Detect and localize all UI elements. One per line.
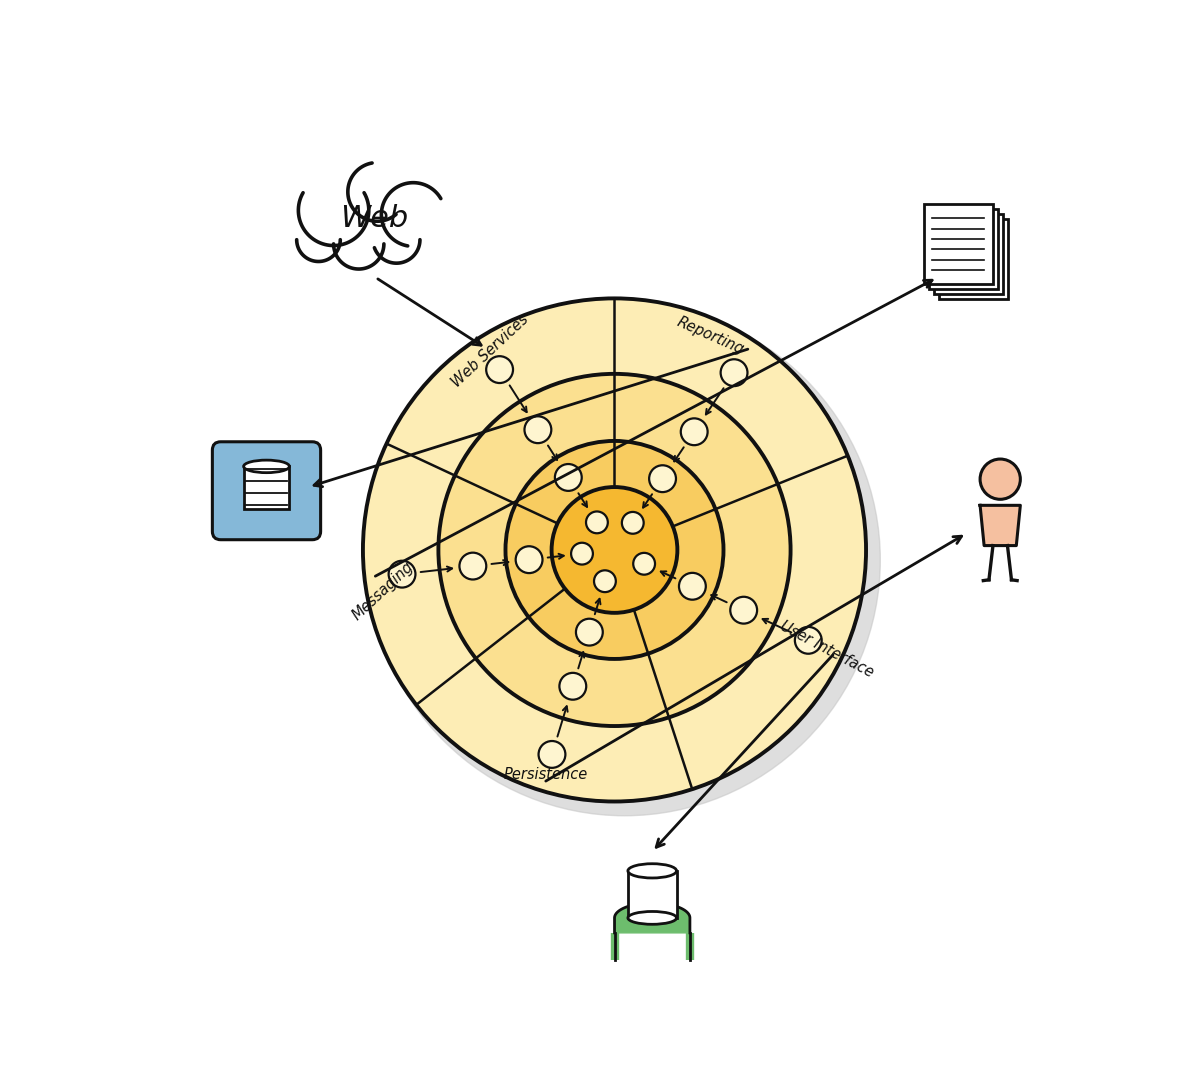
Circle shape [730, 597, 757, 624]
Circle shape [369, 304, 880, 816]
Circle shape [681, 418, 707, 445]
Circle shape [622, 512, 644, 534]
Circle shape [299, 175, 369, 245]
Ellipse shape [243, 461, 289, 473]
Circle shape [980, 460, 1020, 499]
Text: Messaging: Messaging [350, 559, 417, 623]
Circle shape [373, 217, 420, 264]
Circle shape [459, 552, 487, 579]
Ellipse shape [628, 911, 676, 925]
Bar [929, 209, 998, 289]
Circle shape [516, 547, 542, 573]
Circle shape [552, 487, 677, 613]
Circle shape [388, 561, 415, 588]
Circle shape [649, 465, 676, 492]
Circle shape [363, 298, 866, 802]
Bar [934, 215, 1002, 294]
Circle shape [439, 374, 790, 726]
Bar [628, 871, 676, 918]
Bar [243, 466, 289, 510]
Circle shape [333, 185, 409, 260]
Text: Persistence: Persistence [504, 767, 588, 782]
Circle shape [506, 441, 723, 659]
Ellipse shape [628, 864, 676, 878]
Text: Web Services: Web Services [448, 311, 531, 390]
FancyBboxPatch shape [212, 442, 320, 540]
Circle shape [586, 512, 608, 534]
Circle shape [795, 627, 821, 653]
Circle shape [538, 741, 566, 768]
Circle shape [571, 542, 592, 564]
Circle shape [633, 553, 655, 575]
Circle shape [486, 356, 513, 383]
Polygon shape [615, 903, 689, 933]
Text: User Interface: User Interface [778, 619, 876, 681]
Bar [924, 204, 993, 284]
Circle shape [679, 573, 706, 600]
Circle shape [333, 219, 384, 269]
Circle shape [576, 619, 603, 646]
Circle shape [524, 416, 552, 443]
Polygon shape [980, 505, 1020, 546]
Circle shape [560, 673, 586, 700]
Text: Web: Web [339, 205, 408, 233]
Circle shape [296, 218, 341, 261]
Circle shape [381, 183, 445, 246]
Bar [939, 219, 1007, 298]
Circle shape [348, 162, 406, 221]
Circle shape [555, 464, 582, 491]
Text: Reporting: Reporting [674, 314, 746, 357]
Circle shape [721, 359, 747, 387]
Circle shape [594, 571, 616, 592]
